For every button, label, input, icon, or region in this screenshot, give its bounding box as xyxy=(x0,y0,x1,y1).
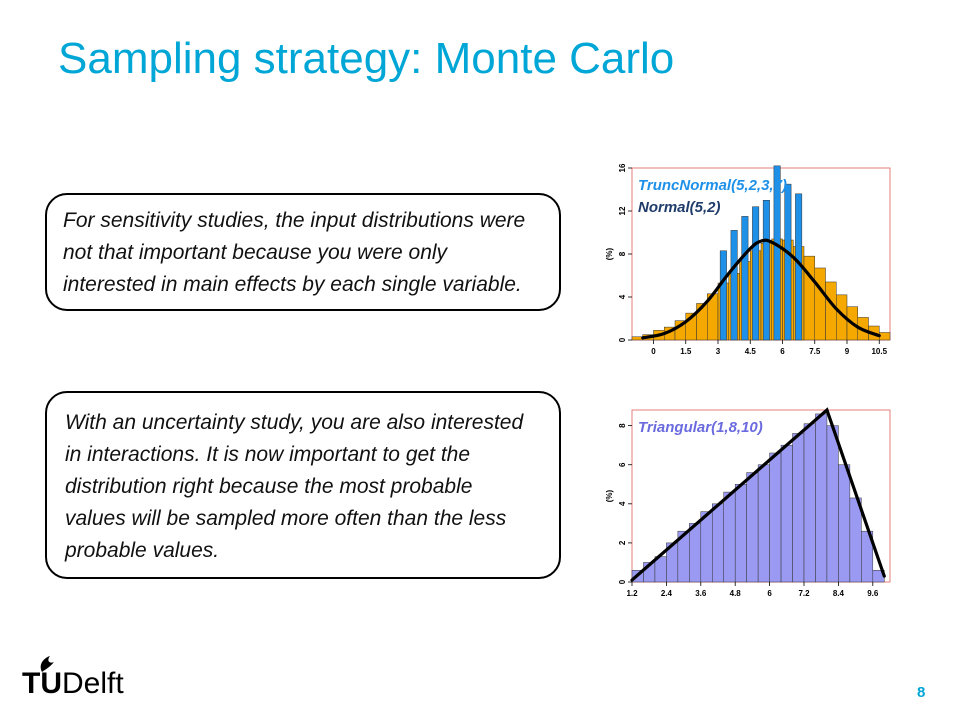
textbox-line: distribution right because the most prob… xyxy=(65,475,473,498)
density-curve xyxy=(630,407,886,582)
histogram-bar xyxy=(814,267,826,341)
x-tick-label: 2.4 xyxy=(661,589,673,598)
y-tick-label: 6 xyxy=(618,462,627,467)
y-tick-label: 12 xyxy=(618,206,627,215)
histogram-bar xyxy=(769,452,782,583)
y-tick-label: 4 xyxy=(618,501,627,506)
histogram-bar xyxy=(803,423,816,583)
density-curve xyxy=(641,238,881,340)
page-number: 8 xyxy=(917,684,926,701)
x-tick-label: 1.5 xyxy=(680,347,692,356)
histogram-bar xyxy=(631,336,643,341)
histogram-bar xyxy=(762,200,770,341)
histogram-bar xyxy=(780,444,793,583)
y-axis-title: (%) xyxy=(605,247,614,260)
histogram-bar xyxy=(746,472,759,583)
x-tick-label: 8.4 xyxy=(833,589,845,598)
x-tick-label: 3 xyxy=(716,347,721,356)
x-tick-label: 4.8 xyxy=(730,589,742,598)
textbox-line: With an uncertainty study, you are also … xyxy=(65,411,524,434)
y-tick-label: 16 xyxy=(618,163,627,172)
x-tick-label: 0 xyxy=(651,347,656,356)
histogram-bar xyxy=(712,503,724,583)
x-tick-label: 10.5 xyxy=(871,347,887,356)
histogram-bar xyxy=(752,206,760,341)
histogram-bar xyxy=(815,413,828,583)
logo-tu: TU xyxy=(22,667,62,700)
slide-title: Sampling strategy: Monte Carlo xyxy=(58,34,675,83)
x-tick-label: 7.5 xyxy=(809,347,821,356)
y-tick-label: 0 xyxy=(618,579,627,584)
y-tick-label: 8 xyxy=(618,423,627,428)
x-tick-label: 9.6 xyxy=(867,589,879,598)
x-tick-label: 4.5 xyxy=(745,347,757,356)
histogram-bar xyxy=(757,464,770,583)
histogram-bar xyxy=(879,332,891,341)
textbox-line: probable values. xyxy=(65,539,220,562)
histogram-bar xyxy=(792,433,805,583)
normal-histogram-chart: 0 1.5 3 4.5 6 7.5 9 10.5 0 4 8 12 16 (%) TruncNormal(5… xyxy=(605,163,891,356)
histogram-bar xyxy=(689,523,702,583)
histogram-bar xyxy=(700,511,713,583)
y-tick-label: 4 xyxy=(618,294,627,299)
uncertainty-textbox: With an uncertainty study, you are also … xyxy=(45,391,561,579)
histogram-bar xyxy=(826,425,839,583)
textbox-line: interested in main effects by each singl… xyxy=(63,273,522,296)
histogram-bar xyxy=(784,183,792,341)
x-tick-label: 3.6 xyxy=(695,589,707,598)
textbox-line: not that important because you were only xyxy=(63,241,448,264)
textbox-line: For sensitivity studies, the input distr… xyxy=(63,209,526,232)
histogram-bar xyxy=(730,230,738,341)
tu-delft-logo: TUDelft xyxy=(22,667,124,701)
x-tick-label: 6 xyxy=(767,589,772,598)
sensitivity-textbox: For sensitivity studies, the input distr… xyxy=(45,193,561,311)
legend-entry: Triangular(1,8,10) xyxy=(638,419,763,436)
logo-delft: Delft xyxy=(62,667,124,700)
tu-delft-flame-icon xyxy=(40,656,54,672)
histogram-bar xyxy=(723,491,736,583)
histogram-bar xyxy=(838,464,851,583)
textbox-line: in interactions. It is now important to … xyxy=(65,443,471,466)
y-tick-label: 8 xyxy=(618,251,627,256)
x-tick-label: 7.2 xyxy=(798,589,810,598)
y-tick-label: 2 xyxy=(618,540,627,545)
legend-entry: TruncNormal(5,2,3,7) xyxy=(638,177,787,194)
histogram-bar xyxy=(734,484,747,583)
histogram-bar xyxy=(741,216,749,341)
y-axis-title: (%) xyxy=(605,489,614,502)
histogram-bar xyxy=(825,281,837,341)
x-tick-label: 1.2 xyxy=(626,589,638,598)
triangular-histogram-chart: 1.2 2.4 3.6 4.8 6 7.2 8.4 9.6 0 2 4 6 8 (%) Triangular… xyxy=(605,407,891,598)
histogram-bar xyxy=(773,165,781,341)
x-tick-label: 6 xyxy=(780,347,785,356)
x-tick-label: 9 xyxy=(845,347,850,356)
legend-entry: Normal(5,2) xyxy=(638,199,721,216)
y-tick-label: 0 xyxy=(618,337,627,342)
histogram-bar xyxy=(719,250,727,341)
textbox-line: values will be sampled more often than t… xyxy=(65,507,507,530)
histogram-bar xyxy=(849,497,862,583)
